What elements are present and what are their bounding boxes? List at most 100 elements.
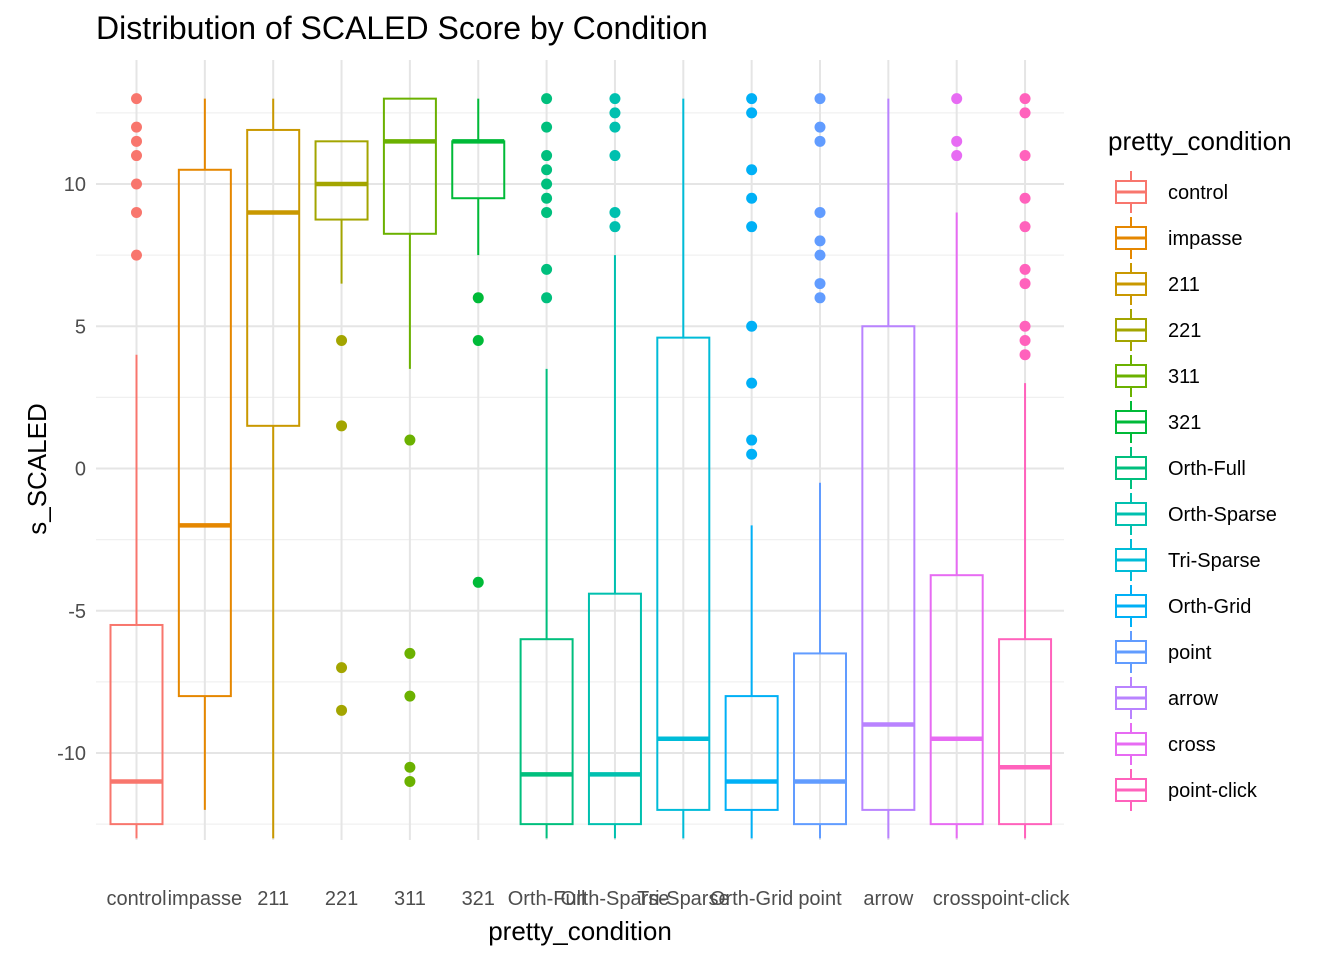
outlier-point — [472, 292, 484, 304]
y-tick-label: -10 — [57, 743, 86, 765]
legend-label: Orth-Grid — [1168, 596, 1251, 618]
legend-item-arrow: arrow — [1115, 677, 1219, 719]
legend-label: Orth-Sparse — [1168, 504, 1277, 526]
outlier-point — [814, 93, 826, 105]
box-Orth-Grid — [724, 93, 779, 839]
x-tick-label: 321 — [462, 888, 495, 910]
outlier-point — [951, 135, 963, 147]
legend-label: point-click — [1168, 780, 1258, 802]
outlier-point — [746, 107, 758, 119]
box-control — [109, 93, 164, 839]
x-tick-label: arrow — [863, 888, 914, 910]
legend-title: pretty_condition — [1108, 126, 1292, 156]
outlier-point — [814, 135, 826, 147]
legend-label: impasse — [1168, 228, 1242, 250]
outlier-point — [131, 93, 142, 105]
box-rect — [656, 336, 711, 811]
box-rect — [861, 325, 916, 811]
outlier-point — [336, 420, 348, 432]
y-tick-labels: 10 5 0 -5 -10 — [57, 174, 86, 765]
outlier-point — [404, 647, 416, 659]
x-tick-label: Tri-Sparse — [637, 888, 730, 910]
outlier-point — [541, 164, 553, 176]
outlier-point — [609, 221, 621, 233]
legend-label: 311 — [1168, 366, 1200, 388]
outlier-point — [472, 334, 484, 346]
legend-label: 211 — [1168, 274, 1200, 296]
box-rect — [724, 695, 779, 811]
box-point-click — [998, 93, 1053, 839]
box-arrow — [861, 98, 916, 839]
legend-item-321: 321 — [1115, 401, 1201, 443]
outlier-point — [609, 107, 621, 119]
outlier-point — [1019, 349, 1031, 361]
outlier-point — [814, 278, 826, 290]
legend-item-point: point — [1115, 631, 1212, 673]
outlier-point — [131, 150, 142, 162]
x-tick-label: cross — [933, 888, 981, 910]
outlier-point — [746, 192, 758, 204]
outlier-point — [609, 93, 621, 105]
outlier-point — [1019, 334, 1031, 346]
box-221 — [314, 140, 369, 716]
outlier-point — [404, 434, 416, 446]
outlier-point — [131, 121, 142, 133]
outlier-point — [1019, 263, 1031, 275]
outlier-point — [336, 334, 348, 346]
legend-label: cross — [1168, 734, 1216, 756]
legend-item-impasse: impasse — [1115, 217, 1242, 259]
legend-label: 221 — [1168, 320, 1201, 342]
outlier-point — [951, 150, 963, 162]
outlier-point — [609, 206, 621, 218]
y-tick-label: 0 — [75, 459, 86, 481]
x-tick-label: Orth-Full — [508, 888, 586, 910]
outlier-point — [541, 206, 553, 218]
outlier-point — [404, 690, 416, 702]
outlier-point — [131, 249, 142, 261]
outlier-point — [746, 448, 758, 460]
outlier-point — [1019, 192, 1031, 204]
legend-items: control impasse 211 221 311 321 Orth-Full Orth-… — [1115, 171, 1277, 811]
legend-item-311: 311 — [1115, 355, 1200, 397]
outlier-point — [131, 135, 142, 147]
box-rect — [793, 652, 847, 826]
box-rect — [587, 592, 642, 826]
outlier-point — [541, 263, 553, 275]
box-211 — [246, 98, 301, 839]
legend-label: Tri-Sparse — [1168, 550, 1261, 572]
x-tick-label: impasse — [168, 888, 242, 910]
box-rect — [382, 97, 437, 235]
outlier-point — [472, 576, 484, 588]
legend-label: control — [1168, 182, 1228, 204]
outlier-point — [541, 178, 553, 190]
outlier-point — [746, 93, 758, 105]
x-tick-label: Orth-Grid — [710, 888, 793, 910]
outlier-point — [814, 206, 826, 218]
legend-item-Orth-Sparse: Orth-Sparse — [1115, 493, 1277, 535]
outlier-point — [336, 704, 348, 716]
outlier-point — [404, 775, 416, 787]
legend-label: arrow — [1168, 688, 1219, 710]
outlier-point — [814, 121, 826, 133]
outlier-point — [1019, 150, 1031, 162]
outlier-point — [541, 121, 553, 133]
x-axis-title: pretty_condition — [488, 916, 672, 946]
outlier-point — [746, 320, 758, 332]
x-tick-label: 221 — [325, 888, 358, 910]
outlier-point — [541, 150, 553, 162]
box-rect — [177, 168, 232, 698]
legend-item-Orth-Grid: Orth-Grid — [1115, 585, 1251, 627]
grid-lines — [96, 60, 1064, 840]
x-tick-label: point — [798, 888, 842, 910]
outlier-point — [814, 235, 826, 247]
box-311 — [382, 97, 437, 787]
outlier-point — [1019, 320, 1031, 332]
outlier-point — [131, 178, 142, 190]
box-rect — [519, 638, 574, 826]
outlier-point — [541, 192, 553, 204]
outlier-point — [131, 206, 142, 218]
box-rect — [998, 638, 1053, 826]
outlier-point — [541, 292, 553, 304]
